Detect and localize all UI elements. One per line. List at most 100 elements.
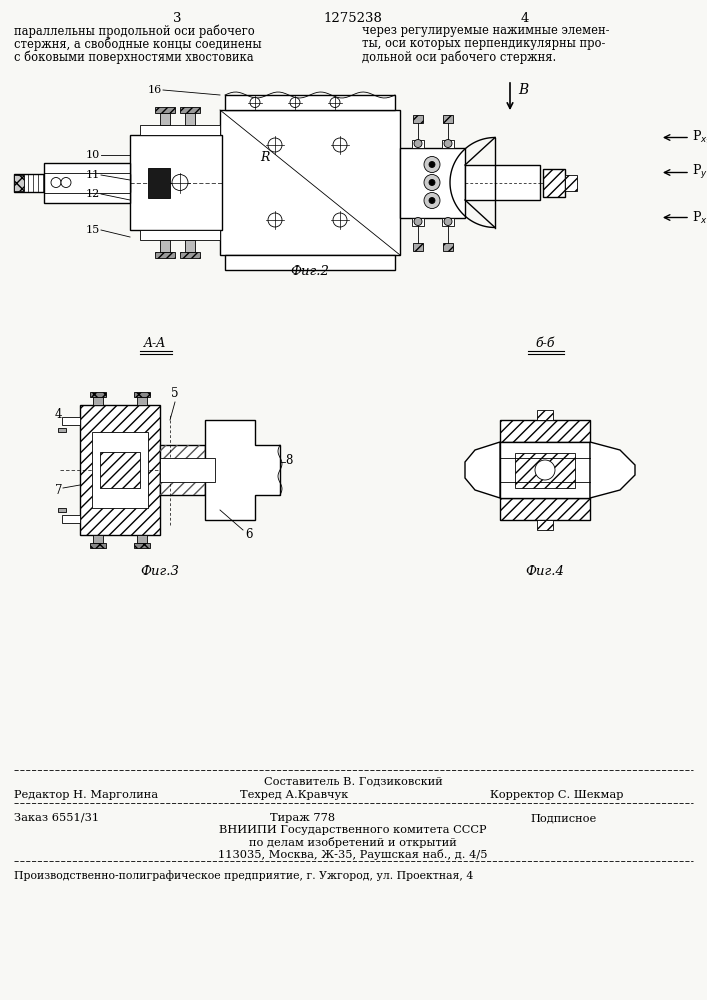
Bar xyxy=(180,252,200,258)
Text: Заказ 6551/31: Заказ 6551/31 xyxy=(14,813,99,823)
Circle shape xyxy=(333,213,347,227)
Text: с боковыми поверхностями хвостовика: с боковыми поверхностями хвостовика xyxy=(14,51,254,64)
Text: P$_y$: P$_y$ xyxy=(692,163,707,182)
Bar xyxy=(160,458,215,482)
Bar xyxy=(185,113,195,125)
Circle shape xyxy=(268,213,282,227)
Bar xyxy=(155,252,175,258)
Circle shape xyxy=(414,218,422,226)
Text: Корректор С. Шекмар: Корректор С. Шекмар xyxy=(490,790,624,800)
Circle shape xyxy=(250,98,260,107)
Text: 6: 6 xyxy=(245,528,252,542)
Circle shape xyxy=(444,139,452,147)
Bar xyxy=(44,162,130,202)
Bar xyxy=(160,240,170,252)
Bar xyxy=(155,107,175,113)
Bar xyxy=(400,147,465,218)
Bar xyxy=(160,113,170,125)
Text: дольной оси рабочего стержня.: дольной оси рабочего стержня. xyxy=(362,51,556,64)
Bar xyxy=(515,452,575,488)
Bar xyxy=(58,508,66,512)
Bar xyxy=(140,125,220,135)
Bar xyxy=(90,392,106,397)
Text: 5: 5 xyxy=(171,387,179,400)
Bar xyxy=(130,135,222,230)
Bar xyxy=(140,230,220,240)
Text: 15: 15 xyxy=(86,225,100,235)
Bar xyxy=(93,397,103,405)
Text: б-б: б-б xyxy=(535,337,555,350)
Text: R: R xyxy=(260,151,269,164)
Text: 1275238: 1275238 xyxy=(324,12,382,25)
Bar xyxy=(442,139,454,147)
Bar xyxy=(137,535,147,543)
Bar xyxy=(137,397,147,405)
Circle shape xyxy=(290,98,300,107)
Bar xyxy=(500,498,590,520)
Text: 113035, Москва, Ж-35, Раушская наб., д. 4/5: 113035, Москва, Ж-35, Раушская наб., д. … xyxy=(218,849,488,860)
Bar xyxy=(565,174,577,190)
Text: 11: 11 xyxy=(86,170,100,180)
Text: P$_{x_1}$: P$_{x_1}$ xyxy=(692,129,707,146)
Bar xyxy=(413,242,423,250)
Bar xyxy=(442,218,454,226)
Circle shape xyxy=(424,156,440,172)
Text: по делам изобретений и открытий: по делам изобретений и открытий xyxy=(249,837,457,848)
Bar xyxy=(500,442,590,498)
Bar xyxy=(412,218,424,226)
Text: Редактор Н. Марголина: Редактор Н. Марголина xyxy=(14,790,158,800)
Bar xyxy=(148,167,170,198)
Circle shape xyxy=(429,161,435,167)
Bar xyxy=(500,420,590,442)
Circle shape xyxy=(51,178,61,188)
Circle shape xyxy=(330,98,340,107)
Bar xyxy=(465,165,540,200)
Circle shape xyxy=(333,138,347,152)
Circle shape xyxy=(414,139,422,147)
Bar xyxy=(443,114,453,122)
Polygon shape xyxy=(205,420,280,520)
Bar xyxy=(225,95,395,110)
Text: A-A: A-A xyxy=(144,337,166,350)
Text: Фиг.4: Фиг.4 xyxy=(525,565,564,578)
Bar xyxy=(160,445,205,495)
Circle shape xyxy=(429,198,435,204)
Text: стержня, а свободные концы соединены: стержня, а свободные концы соединены xyxy=(14,37,262,51)
Bar xyxy=(543,168,565,196)
Bar xyxy=(134,392,150,397)
Text: 4: 4 xyxy=(54,408,62,422)
Text: P$_x$: P$_x$ xyxy=(692,209,707,226)
Bar xyxy=(80,405,160,535)
Circle shape xyxy=(444,218,452,226)
Text: параллельны продольной оси рабочего: параллельны продольной оси рабочего xyxy=(14,24,255,37)
Bar xyxy=(14,174,130,192)
Bar xyxy=(413,114,423,122)
Bar xyxy=(537,410,553,420)
Text: ВНИИПИ Государственного комитета СССР: ВНИИПИ Государственного комитета СССР xyxy=(219,825,486,835)
Circle shape xyxy=(268,138,282,152)
Text: Тираж 778: Тираж 778 xyxy=(270,813,335,823)
Bar xyxy=(62,515,80,523)
Bar xyxy=(160,445,205,495)
Text: Фиг.3: Фиг.3 xyxy=(141,565,180,578)
Text: B: B xyxy=(518,83,528,97)
Text: 4: 4 xyxy=(521,12,529,25)
Bar xyxy=(92,432,148,508)
Bar xyxy=(90,543,106,548)
Text: 7: 7 xyxy=(54,484,62,496)
Text: Составитель В. Годзиковский: Составитель В. Годзиковский xyxy=(264,776,443,786)
Text: 8: 8 xyxy=(285,454,293,466)
Circle shape xyxy=(172,174,188,190)
Bar xyxy=(443,242,453,250)
Text: Фиг.2: Фиг.2 xyxy=(291,265,329,278)
Circle shape xyxy=(424,192,440,209)
Circle shape xyxy=(535,460,555,480)
Bar xyxy=(537,520,553,530)
Bar xyxy=(14,174,24,190)
Polygon shape xyxy=(590,442,635,498)
Text: Производственно-полиграфическое предприятие, г. Ужгород, ул. Проектная, 4: Производственно-полиграфическое предприя… xyxy=(14,870,473,881)
Bar xyxy=(62,417,80,425)
Circle shape xyxy=(61,178,71,188)
Bar xyxy=(412,139,424,147)
Bar xyxy=(134,543,150,548)
